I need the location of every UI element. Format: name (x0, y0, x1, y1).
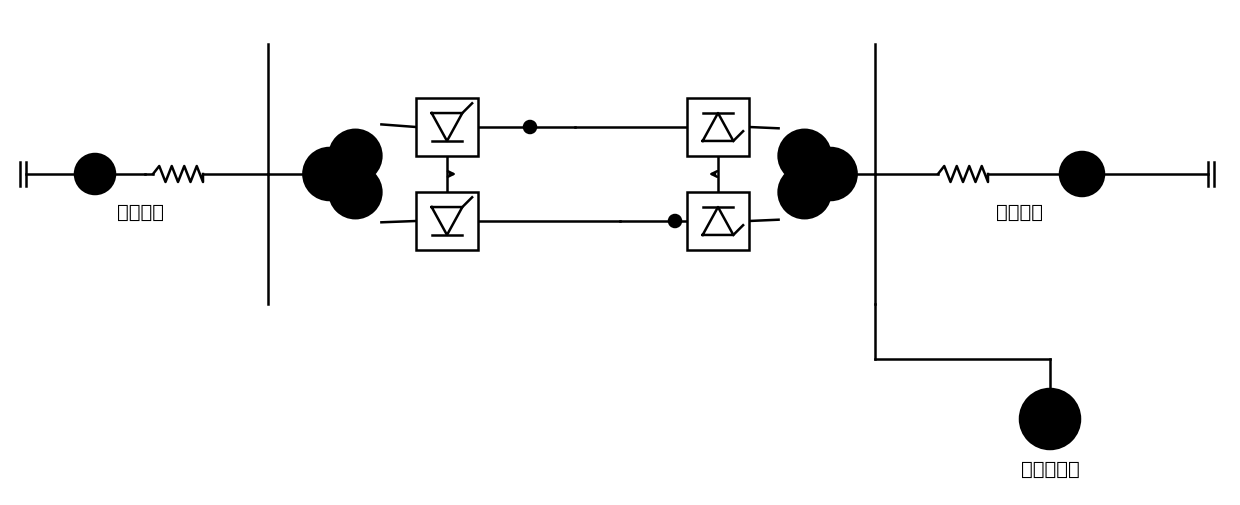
Circle shape (330, 167, 382, 219)
Text: 同步调相机: 同步调相机 (1021, 459, 1079, 478)
Bar (687, 192, 749, 250)
Circle shape (805, 148, 857, 200)
Bar (687, 99, 749, 157)
Bar (415, 192, 477, 250)
Bar (415, 99, 477, 157)
Circle shape (670, 216, 681, 228)
Circle shape (779, 167, 831, 219)
Circle shape (1021, 389, 1080, 449)
Circle shape (74, 155, 115, 194)
Text: 交流系统: 交流系统 (117, 203, 164, 222)
Circle shape (330, 130, 382, 182)
Circle shape (779, 130, 831, 182)
Circle shape (1060, 153, 1104, 196)
Circle shape (304, 148, 356, 200)
Text: S: S (1074, 165, 1090, 185)
Circle shape (525, 122, 536, 134)
Text: 交流系统: 交流系统 (997, 203, 1044, 222)
